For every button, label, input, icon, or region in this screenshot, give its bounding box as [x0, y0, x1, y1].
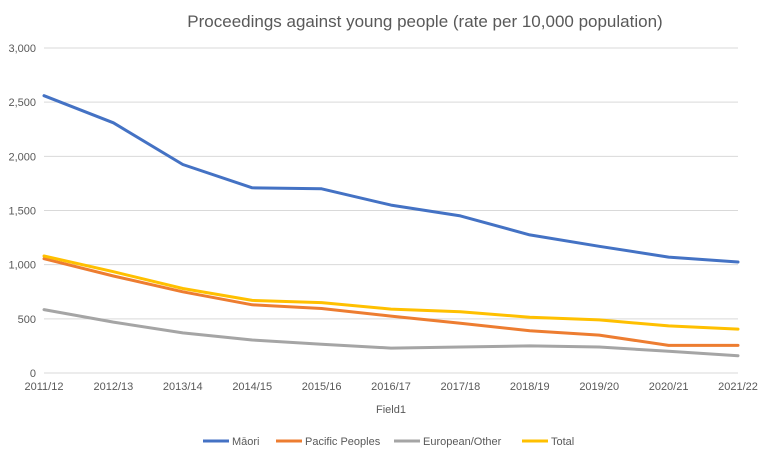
legend: Māori Pacific Peoples European/Other Total: [203, 436, 574, 448]
x-tick-label: 2015/16: [302, 381, 342, 393]
x-tick-label: 2011/12: [25, 381, 64, 393]
y-tick-label: 3,000: [8, 43, 36, 55]
x-tick-label: 2016/17: [371, 381, 411, 393]
series-line-m-ori: [42, 94, 740, 264]
series-line-european-other: [42, 308, 740, 358]
legend-label-european-other: European/Other: [423, 436, 502, 448]
x-tick-label: 2017/18: [441, 381, 481, 393]
x-axis-title: Field1: [376, 404, 406, 416]
x-tick-label: 2019/20: [579, 381, 619, 393]
y-tick-label: 2,500: [8, 97, 36, 109]
x-tick-label: 2013/14: [163, 381, 203, 393]
series-lines: [42, 94, 740, 358]
gridlines: [44, 47, 738, 374]
y-tick-label: 500: [18, 314, 36, 326]
x-tick-label: 2021/22: [718, 381, 758, 393]
x-tick-label: 2014/15: [232, 381, 272, 393]
series-line-pacific-peoples: [42, 257, 740, 347]
x-tick-label: 2018/19: [510, 381, 550, 393]
y-axis-ticks: 0 500 1,000 1,500 2,000 2,500 3,000: [8, 43, 36, 380]
y-tick-label: 0: [30, 368, 36, 380]
y-tick-label: 2,000: [8, 151, 36, 163]
x-tick-label: 2012/13: [94, 381, 134, 393]
chart-title: Proceedings against young people (rate p…: [187, 12, 662, 31]
legend-label-pacific-peoples: Pacific Peoples: [305, 436, 381, 448]
series-line-total: [42, 254, 740, 331]
legend-label-m-ori: Māori: [232, 436, 260, 448]
x-tick-label: 2020/21: [649, 381, 689, 393]
y-tick-label: 1,000: [8, 260, 36, 272]
legend-label-total: Total: [551, 436, 574, 448]
x-axis-ticks: 2011/12 2012/13 2013/14 2014/15 2015/16 2016/…: [25, 381, 758, 393]
y-tick-label: 1,500: [8, 206, 36, 218]
